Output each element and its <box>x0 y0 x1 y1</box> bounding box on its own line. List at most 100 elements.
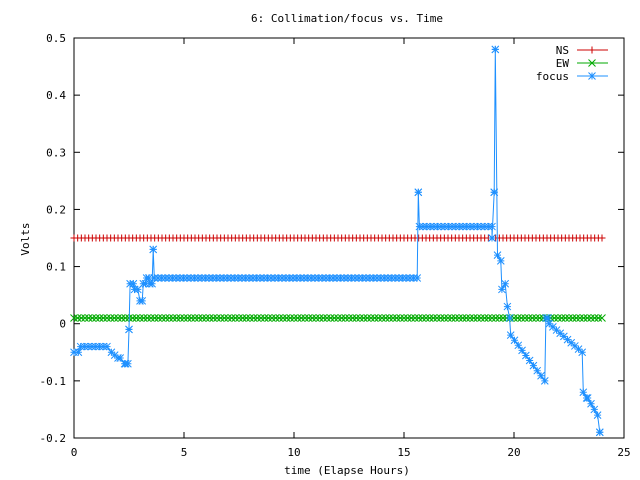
data-point <box>158 314 166 322</box>
y-tick-label: 0.1 <box>46 261 66 274</box>
data-point <box>176 274 184 282</box>
data-point <box>286 314 295 322</box>
data-point <box>488 314 496 322</box>
data-point <box>403 314 412 322</box>
data-point <box>381 314 390 322</box>
data-point <box>325 274 334 282</box>
data-point <box>473 314 482 322</box>
data-point <box>568 314 577 322</box>
data-point <box>473 222 482 231</box>
data-point <box>565 314 573 322</box>
data-point <box>268 314 276 322</box>
data-point <box>459 222 467 231</box>
data-point <box>387 274 396 282</box>
data-point <box>477 222 485 231</box>
data-point <box>363 314 372 322</box>
data-point <box>513 314 522 322</box>
data-point <box>579 314 588 322</box>
data-point <box>517 314 526 322</box>
data-point <box>76 342 85 351</box>
data-point <box>436 314 445 322</box>
data-point <box>208 274 217 282</box>
data-point <box>169 314 177 322</box>
data-point <box>598 314 606 322</box>
data-point <box>374 314 383 322</box>
data-point <box>587 314 595 322</box>
x-axis: 0 5 10 15 20 25 <box>71 38 631 459</box>
data-point <box>290 314 298 322</box>
data-point <box>369 274 378 282</box>
data-point <box>524 314 533 322</box>
data-point <box>209 314 218 322</box>
data-point <box>121 314 130 322</box>
data-point <box>462 222 471 231</box>
data-point <box>139 314 148 322</box>
data-point <box>70 314 78 322</box>
x-tick-label: 20 <box>507 446 520 459</box>
data-point <box>378 314 386 322</box>
data-point <box>587 399 595 408</box>
data-point <box>544 314 552 322</box>
data-point <box>451 314 460 322</box>
series-ns <box>70 234 606 242</box>
data-point <box>348 314 357 322</box>
data-point <box>256 274 265 282</box>
data-point <box>230 274 239 282</box>
data-point <box>400 314 408 322</box>
data-point <box>91 342 100 351</box>
data-point <box>312 314 320 322</box>
data-point <box>514 341 523 350</box>
data-point <box>227 274 235 282</box>
data-point <box>340 274 349 282</box>
data-point <box>462 314 471 322</box>
data-point <box>484 314 493 322</box>
data-point <box>319 314 328 322</box>
data-point <box>165 314 174 322</box>
data-point <box>245 274 254 282</box>
data-point <box>352 314 361 322</box>
data-point <box>180 314 188 322</box>
y-axis: -0.2 -0.1 0 0.1 0.2 0.3 0.4 0.5 <box>40 32 624 445</box>
data-point <box>477 314 485 322</box>
data-point <box>455 222 464 231</box>
data-point <box>444 222 453 231</box>
data-point <box>99 314 108 322</box>
y-tick-label: -0.2 <box>40 432 67 445</box>
data-point <box>440 314 449 322</box>
data-point <box>190 274 199 282</box>
data-point <box>212 274 221 282</box>
data-point <box>271 314 280 322</box>
data-point <box>415 222 424 231</box>
legend-marker-focus <box>588 72 596 80</box>
data-point <box>329 274 338 282</box>
data-point <box>216 314 225 322</box>
data-point <box>354 274 363 282</box>
data-point <box>77 314 86 322</box>
data-point <box>282 314 291 322</box>
data-point <box>95 342 104 351</box>
data-point <box>128 314 137 322</box>
data-point <box>227 314 236 322</box>
data-point <box>223 274 232 282</box>
data-point <box>433 314 441 322</box>
data-point <box>194 274 202 282</box>
data-point <box>590 314 599 322</box>
data-point <box>407 314 416 322</box>
data-point <box>238 274 246 282</box>
data-point <box>458 314 467 322</box>
data-point <box>279 314 287 322</box>
data-point <box>326 314 335 322</box>
data-point <box>154 314 163 322</box>
y-tick-label: 0 <box>59 318 66 331</box>
data-point <box>336 274 345 282</box>
data-point <box>521 314 529 322</box>
data-point <box>484 222 493 231</box>
data-point <box>219 274 228 282</box>
data-point <box>409 274 418 282</box>
data-point <box>391 274 400 282</box>
data-point <box>241 274 250 282</box>
data-point <box>141 279 150 288</box>
data-point <box>356 314 364 322</box>
data-point <box>84 314 93 322</box>
legend-label-ns: NS <box>556 44 569 57</box>
